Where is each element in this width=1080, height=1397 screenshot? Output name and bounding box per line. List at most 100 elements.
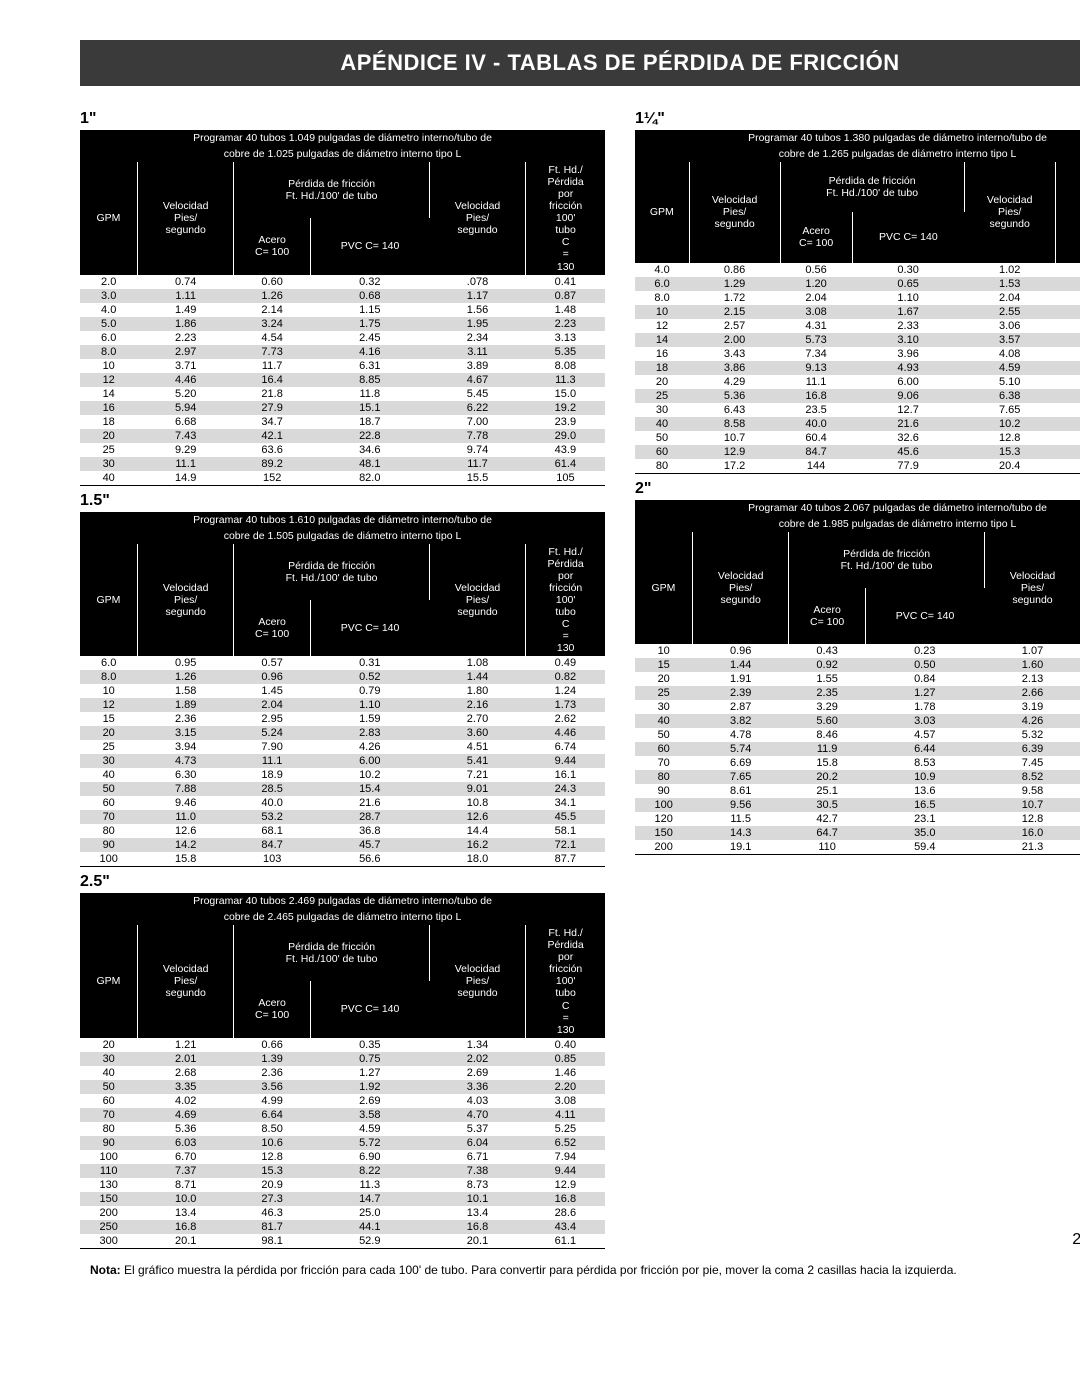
table-block-2_5: 2.5"Programar 40 tubos 2.469 pulgadas de… [80,873,605,1249]
col-acero: AceroC= 100 [234,981,310,1037]
cell: 0.43 [789,644,865,658]
cell: 16.4 [234,373,310,387]
cell: 14.2 [137,838,234,852]
table-row: 142.005.733.103.575.35 [635,333,1080,347]
table-row: 183.869.134.934.598.52 [635,361,1080,375]
cell: 5.72 [310,1136,429,1150]
cell: 0.66 [234,1038,310,1052]
cell: 37.6 [1055,417,1080,431]
cell: 10.2 [310,768,429,782]
table-row: 12011.542.723.112.834.1 [635,812,1080,826]
col-velocity-2: VelocidadPies/segundo [429,544,526,657]
cell: 12.9 [526,1178,605,1192]
cell: 17.2 [689,459,780,474]
cell: 15.4 [310,782,429,796]
cell: 6.44 [865,742,984,756]
cell: 2.66 [984,686,1080,700]
cell: 10 [80,684,137,698]
table-row: 4.00.860.560.301.020.52 [635,263,1080,277]
table-row: 1107.3715.38.227.389.44 [80,1164,605,1178]
cell: 10.8 [429,796,526,810]
table-row: 403.825.603.034.264.48 [635,714,1080,728]
cell: 5.94 [137,401,234,415]
size-label: 2.5" [80,873,605,891]
cell: 5.35 [1055,333,1080,347]
table-row: 163.437.343.964.086.85 [635,347,1080,361]
cell: 84.7 [234,838,310,852]
cell: 81.7 [234,1220,310,1234]
cell: 24.3 [526,782,605,796]
cell: 25 [635,686,692,700]
cell: 9.13 [780,361,852,375]
cell: 40 [80,471,137,486]
cell: 63.6 [234,443,310,457]
cell: 1.86 [137,317,234,331]
cell: 7.90 [234,740,310,754]
cell: 1.92 [1055,291,1080,305]
cell: 7.78 [429,429,526,443]
cell: 0.30 [852,263,964,277]
cell: 1.10 [852,291,964,305]
cell: 18.0 [429,852,526,867]
table-row: 101.581.450.791.801.24 [80,684,605,698]
cell: 10 [635,305,689,319]
right-column: 1¼"Programar 40 tubos 1.380 pulgadas de … [635,104,1080,1249]
cell: 50 [80,1080,137,1094]
col-friction-span: Pérdida de fricciónFt. Hd./100' de tubo [234,925,429,981]
cell: 50 [635,728,692,742]
cell: 60 [80,1094,137,1108]
cell: 1.02 [964,263,1055,277]
cell: 4.51 [429,740,526,754]
cell: 6.39 [984,742,1080,756]
cell: 0.50 [865,658,984,672]
col-fthd: Ft. Hd./Pérdidaporfricción100'tuboC=130 [526,544,605,657]
cell: 2.23 [526,317,605,331]
cell: 90 [635,784,692,798]
table-row: 122.574.312.333.064.04 [635,319,1080,333]
cell: 25 [635,389,689,403]
size-label: 2" [635,480,1080,498]
cell: 5.35 [526,345,605,359]
table-row: 8017.214477.920.4136 [635,459,1080,474]
cell: 2.69 [310,1094,429,1108]
cell: 8.46 [789,728,865,742]
cell: 1.07 [984,644,1080,658]
cell: 8.85 [310,373,429,387]
cell: 25 [80,443,137,457]
cell: 200 [635,840,692,855]
cell: 4.99 [234,1094,310,1108]
col-velocity-2: VelocidadPies/segundo [429,925,526,1038]
table-row: 204.2911.16.005.1010.4 [635,375,1080,389]
table-row: 1308.7120.911.38.7312.9 [80,1178,605,1192]
cell: 1.44 [429,670,526,684]
table-row: 253.947.904.264.516.74 [80,740,605,754]
cell: 1.10 [310,698,429,712]
cell: 14.3 [692,826,789,840]
caption-line1: Programar 40 tubos 1.380 pulgadas de diá… [635,130,1080,146]
cell: 12.9 [689,445,780,459]
cell: 3.29 [789,700,865,714]
cell: 11.5 [692,812,789,826]
col-pvc: PVC C= 140 [310,600,429,656]
cell: 1.58 [137,684,234,698]
cell: 11.7 [234,359,310,373]
col-friction-span: Pérdida de fricciónFt. Hd./100' de tubo [234,544,429,600]
cell: 1.27 [310,1066,429,1080]
table-row: 609.4640.021.610.834.1 [80,796,605,810]
cell: 1.91 [692,672,789,686]
cell: 50 [80,782,137,796]
cell: 1.48 [526,303,605,317]
cell: 11.3 [526,373,605,387]
cell: 16.8 [429,1220,526,1234]
cell: 40 [635,417,689,431]
cell: 13.4 [429,1206,526,1220]
cell: 19.1 [692,840,789,855]
cell: 4.26 [984,714,1080,728]
cell: 3.10 [852,333,964,347]
cell: 6.04 [429,1136,526,1150]
table-row: 121.892.041.102.161.73 [80,698,605,712]
cell: 30 [635,403,689,417]
friction-table: Programar 40 tubos 1.049 pulgadas de diá… [80,130,605,486]
cell: 15 [80,712,137,726]
size-label: 1.5" [80,492,605,510]
